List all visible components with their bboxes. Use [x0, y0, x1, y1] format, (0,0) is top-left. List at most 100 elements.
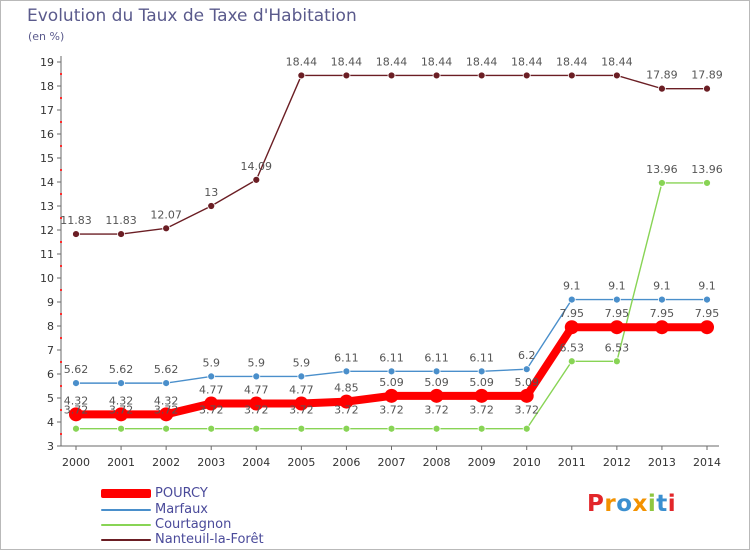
data-label: 18.44 — [421, 55, 453, 68]
y-tick-label: 16 — [40, 128, 54, 141]
data-label: 3.72 — [154, 404, 179, 417]
data-label: 5.09 — [424, 376, 449, 389]
data-label: 4.32 — [64, 394, 89, 407]
series-point-0 — [700, 320, 714, 335]
logo-letter: i — [667, 491, 677, 517]
series-point-3 — [342, 71, 351, 80]
x-tick-label: 2000 — [62, 456, 90, 469]
y-tick-label: 7 — [47, 344, 54, 357]
series-point-1 — [522, 365, 531, 374]
series-point-3 — [522, 71, 531, 80]
series-point-2 — [252, 424, 261, 433]
data-label: 4.77 — [289, 384, 314, 397]
data-label: 3.72 — [469, 404, 494, 417]
y-tick-label: 4 — [47, 416, 54, 429]
data-label: 3.72 — [379, 404, 404, 417]
data-label: 13.96 — [691, 163, 723, 176]
data-label: 11.83 — [60, 214, 92, 227]
data-label: 4.77 — [244, 384, 269, 397]
data-label: 7.95 — [605, 307, 630, 320]
y-minor-tick — [60, 385, 62, 387]
legend-item: Marfaux — [101, 502, 208, 517]
data-label: 5.09 — [379, 376, 404, 389]
data-label: 3.72 — [109, 404, 134, 417]
series-point-3 — [162, 224, 171, 233]
series-point-1 — [703, 295, 711, 304]
y-tick-label: 18 — [40, 80, 54, 93]
series-point-2 — [477, 424, 486, 433]
series-point-0 — [249, 396, 264, 411]
series-point-3 — [432, 71, 441, 80]
y-tick-label: 11 — [40, 248, 54, 261]
logo-letter: x — [632, 491, 648, 517]
y-minor-tick — [60, 337, 62, 339]
y-tick-label: 5 — [47, 392, 54, 405]
series-point-2 — [117, 424, 125, 433]
series-point-1 — [162, 379, 171, 388]
series-point-2 — [612, 357, 621, 366]
series-point-3 — [387, 71, 396, 80]
y-minor-tick — [60, 265, 62, 267]
y-minor-tick — [60, 217, 62, 219]
y-tick-label: 10 — [40, 272, 54, 285]
series-point-1 — [612, 295, 621, 304]
y-minor-tick — [60, 121, 62, 123]
data-label: 3.72 — [334, 404, 359, 417]
y-minor-tick — [60, 97, 62, 99]
data-label: 6.2 — [518, 349, 536, 362]
data-label: 17.89 — [691, 69, 723, 82]
legend-swatch — [101, 538, 151, 541]
series-point-3 — [567, 71, 576, 80]
y-minor-tick — [60, 73, 62, 75]
legend-label: POURCY — [155, 486, 208, 501]
data-label: 17.89 — [646, 69, 678, 82]
series-point-3 — [207, 202, 216, 210]
data-label: 9.1 — [608, 280, 626, 293]
legend-swatch — [101, 508, 151, 511]
data-label: 4.77 — [199, 384, 224, 397]
y-minor-tick — [60, 313, 62, 315]
series-point-2 — [703, 179, 711, 187]
data-label: 6.11 — [334, 351, 359, 364]
x-tick-label: 2006 — [332, 456, 360, 469]
y-minor-tick — [60, 145, 62, 147]
data-label: 7.95 — [695, 307, 720, 320]
data-label: 6.11 — [379, 351, 404, 364]
data-label: 18.44 — [556, 55, 588, 68]
data-label: 4.32 — [154, 394, 179, 407]
legend-label: Marfaux — [155, 502, 209, 517]
series-point-3 — [658, 84, 666, 93]
x-tick-label: 2014 — [693, 456, 721, 469]
data-label: 3.72 — [514, 404, 539, 417]
data-label: 6.53 — [605, 341, 630, 354]
x-tick-label: 2001 — [107, 456, 135, 469]
logo-letter: P — [587, 491, 605, 517]
data-label: 9.1 — [698, 280, 716, 293]
data-label: 3.72 — [424, 404, 449, 417]
legend-item: Courtagnon — [101, 517, 231, 532]
y-tick-label: 19 — [40, 56, 54, 69]
x-tick-label: 2002 — [152, 456, 180, 469]
y-tick-label: 17 — [40, 104, 54, 117]
x-tick-label: 2008 — [423, 456, 451, 469]
legend-item: Nanteuil-la-Forêt — [101, 532, 264, 547]
series-point-1 — [658, 295, 666, 304]
series-point-0 — [609, 320, 624, 335]
logo-letter: o — [616, 491, 633, 517]
data-label: 6.11 — [469, 351, 494, 364]
x-tick-label: 2003 — [197, 456, 225, 469]
series-point-0 — [69, 407, 83, 422]
y-minor-tick — [60, 433, 62, 435]
series-point-2 — [567, 357, 576, 366]
series-point-3 — [117, 230, 125, 238]
data-label: 6.53 — [560, 341, 585, 354]
data-label: 18.44 — [376, 55, 408, 68]
series-point-2 — [342, 424, 351, 433]
y-tick-label: 12 — [40, 224, 54, 237]
series-point-0 — [339, 394, 354, 409]
data-label: 5.9 — [248, 356, 266, 369]
data-label: 12.07 — [150, 208, 182, 221]
y-tick-label: 3 — [47, 440, 54, 453]
x-tick-label: 2007 — [378, 456, 406, 469]
